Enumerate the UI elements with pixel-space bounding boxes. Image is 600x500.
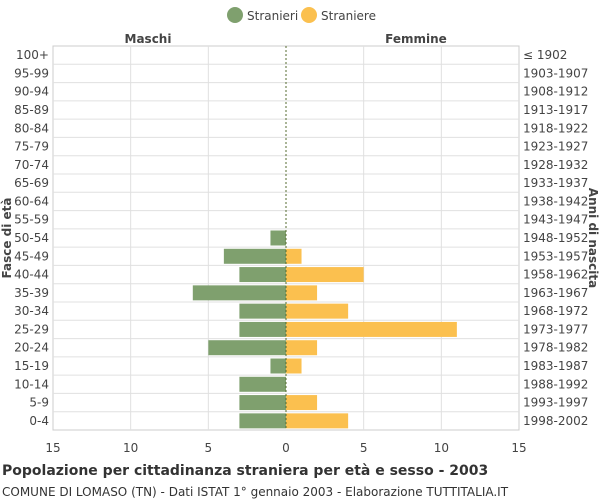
y-axis-title-right: Anni di nascita <box>586 188 600 288</box>
bar-straniere-25-29 <box>286 321 457 337</box>
birth-year-label: 1968-1972 <box>523 304 588 318</box>
age-group-label: 90-94 <box>14 85 49 99</box>
bar-stranieri-50-54 <box>270 230 286 246</box>
age-group-label: 60-64 <box>14 194 49 208</box>
bar-straniere-15-19 <box>286 358 302 374</box>
bar-stranieri-10-14 <box>239 376 286 392</box>
legend-label-stranieri: Stranieri <box>247 9 298 23</box>
bar-stranieri-25-29 <box>239 321 286 337</box>
age-group-label: 95-99 <box>14 66 49 80</box>
age-group-label: 35-39 <box>14 286 49 300</box>
x-tick-label: 5 <box>205 441 213 455</box>
birth-year-label: ≤ 1902 <box>523 48 567 62</box>
bar-stranieri-45-49 <box>223 248 286 264</box>
x-tick-label: 15 <box>511 441 526 455</box>
age-group-label: 45-49 <box>14 249 49 263</box>
birth-year-label: 1983-1987 <box>523 359 588 373</box>
birth-year-label: 1963-1967 <box>523 286 588 300</box>
birth-year-label: 1933-1937 <box>523 176 588 190</box>
age-group-label: 75-79 <box>14 140 49 154</box>
birth-year-label: 1918-1922 <box>523 121 588 135</box>
bar-straniere-35-39 <box>286 285 318 301</box>
bar-stranieri-5-9 <box>239 395 286 411</box>
birth-year-label: 1953-1957 <box>523 249 588 263</box>
age-group-label: 85-89 <box>14 103 49 117</box>
legend-swatch-stranieri <box>227 7 243 23</box>
age-group-label: 55-59 <box>14 213 49 227</box>
birth-year-label: 1928-1932 <box>523 158 588 172</box>
x-tick-label: 5 <box>360 441 368 455</box>
bar-stranieri-40-44 <box>239 267 286 283</box>
birth-year-label: 1913-1917 <box>523 103 588 117</box>
chart-subtitle: COMUNE DI LOMASO (TN) - Dati ISTAT 1° ge… <box>2 485 509 499</box>
bar-stranieri-20-24 <box>208 340 286 356</box>
birth-year-label: 1973-1977 <box>523 322 588 336</box>
birth-year-label: 1938-1942 <box>523 194 588 208</box>
y-axis-title-left: Fasce di età <box>0 197 14 278</box>
birth-year-label: 1948-1952 <box>523 231 588 245</box>
x-tick-label: 10 <box>434 441 449 455</box>
birth-year-label: 1978-1982 <box>523 341 588 355</box>
bar-straniere-30-34 <box>286 303 349 319</box>
bar-straniere-0-4 <box>286 413 349 429</box>
femmine-header: Femmine <box>385 32 447 46</box>
bar-straniere-45-49 <box>286 248 302 264</box>
bar-stranieri-30-34 <box>239 303 286 319</box>
bar-straniere-40-44 <box>286 267 364 283</box>
birth-year-label: 1908-1912 <box>523 85 588 99</box>
birth-year-label: 1958-1962 <box>523 268 588 282</box>
birth-year-label: 1903-1907 <box>523 66 588 80</box>
birth-year-label: 1998-2002 <box>523 414 588 428</box>
bar-stranieri-35-39 <box>192 285 286 301</box>
x-tick-label: 10 <box>123 441 138 455</box>
bar-straniere-5-9 <box>286 395 318 411</box>
chart-title: Popolazione per cittadinanza straniera p… <box>2 463 489 479</box>
age-group-label: 10-14 <box>14 377 49 391</box>
bar-straniere-20-24 <box>286 340 318 356</box>
age-group-label: 0-4 <box>29 414 49 428</box>
age-group-label: 65-69 <box>14 176 49 190</box>
age-group-label: 5-9 <box>29 396 49 410</box>
age-group-label: 15-19 <box>14 359 49 373</box>
age-group-label: 20-24 <box>14 341 49 355</box>
birth-year-label: 1923-1927 <box>523 140 588 154</box>
maschi-header: Maschi <box>125 32 172 46</box>
age-group-label: 50-54 <box>14 231 49 245</box>
age-group-label: 70-74 <box>14 158 49 172</box>
x-tick-label: 15 <box>45 441 60 455</box>
bar-stranieri-15-19 <box>270 358 286 374</box>
age-group-label: 40-44 <box>14 268 49 282</box>
legend-swatch-straniere <box>301 7 317 23</box>
age-group-label: 25-29 <box>14 322 49 336</box>
bar-stranieri-0-4 <box>239 413 286 429</box>
age-group-label: 80-84 <box>14 121 49 135</box>
birth-year-label: 1988-1992 <box>523 377 588 391</box>
birth-year-label: 1993-1997 <box>523 396 588 410</box>
legend-label-straniere: Straniere <box>321 9 376 23</box>
age-group-label: 30-34 <box>14 304 49 318</box>
age-group-label: 100+ <box>16 48 49 62</box>
birth-year-label: 1943-1947 <box>523 213 588 227</box>
x-tick-label: 0 <box>282 441 290 455</box>
